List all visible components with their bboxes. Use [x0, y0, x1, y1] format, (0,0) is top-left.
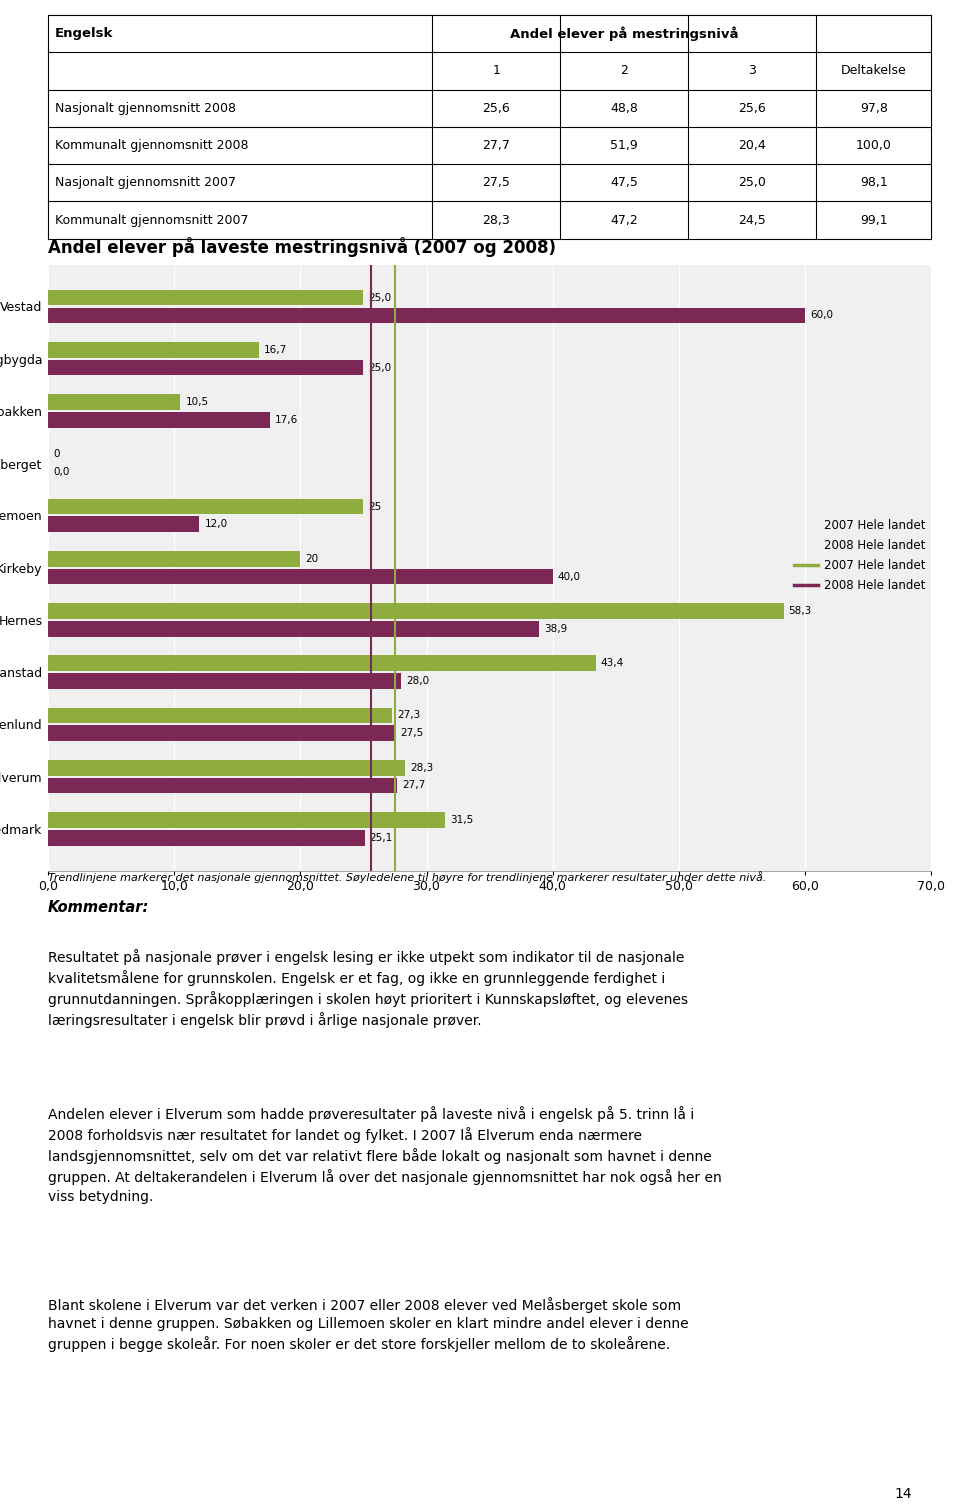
Text: 98,1: 98,1 [860, 177, 888, 189]
Text: 25,6: 25,6 [482, 101, 510, 115]
Text: 51,9: 51,9 [611, 139, 638, 152]
Bar [48, 290, 364, 305]
Text: 20,4: 20,4 [738, 139, 766, 152]
Text: Nasjonalt gjennomsnitt 2008: Nasjonalt gjennomsnitt 2008 [55, 101, 236, 115]
Text: 48,8: 48,8 [611, 101, 638, 115]
Bar [48, 761, 405, 776]
Text: 97,8: 97,8 [860, 101, 888, 115]
Bar [48, 308, 805, 323]
Text: 20: 20 [305, 554, 319, 564]
Text: 40,0: 40,0 [558, 572, 581, 581]
Text: 0,0: 0,0 [53, 468, 69, 477]
Text: 27,7: 27,7 [402, 780, 426, 791]
Legend: 2007 Hele landet, 2008 Hele landet, 2007 Hele landet, 2008 Hele landet: 2007 Hele landet, 2008 Hele landet, 2007… [794, 519, 925, 592]
Text: Andelen elever i Elverum som hadde prøveresultater på laveste nivå i engelsk på : Andelen elever i Elverum som hadde prøve… [48, 1106, 722, 1204]
Text: 25: 25 [369, 501, 382, 512]
Text: 47,5: 47,5 [611, 177, 638, 189]
Text: 25,0: 25,0 [369, 362, 392, 373]
Text: 28,3: 28,3 [410, 762, 433, 773]
Bar [48, 830, 365, 845]
Text: 14: 14 [895, 1488, 912, 1501]
Text: 10,5: 10,5 [185, 397, 208, 407]
Bar [48, 569, 553, 584]
Text: 2: 2 [620, 65, 628, 77]
Text: 16,7: 16,7 [264, 346, 287, 355]
Text: Andel elever på laveste mestringsnivå (2007 og 2008): Andel elever på laveste mestringsnivå (2… [48, 237, 556, 257]
Text: 25,1: 25,1 [370, 833, 393, 842]
Text: 28,0: 28,0 [406, 676, 429, 687]
Bar [48, 412, 270, 427]
Text: 27,7: 27,7 [482, 139, 510, 152]
Text: 25,0: 25,0 [738, 177, 766, 189]
Text: 47,2: 47,2 [611, 214, 638, 226]
Text: 17,6: 17,6 [276, 415, 299, 426]
Bar [48, 604, 783, 619]
Text: 1: 1 [492, 65, 500, 77]
Text: 31,5: 31,5 [450, 815, 473, 825]
Text: 27,5: 27,5 [482, 177, 510, 189]
Bar [48, 343, 258, 358]
Bar [48, 551, 300, 566]
Text: Trendlinjene markerer det nasjonale gjennomsnittet. Søyledelene til høyre for tr: Trendlinjene markerer det nasjonale gjen… [48, 871, 766, 883]
Bar [48, 620, 539, 637]
Text: 100,0: 100,0 [856, 139, 892, 152]
Text: 27,3: 27,3 [397, 711, 420, 720]
Text: Kommentar:: Kommentar: [48, 899, 150, 914]
Text: Nasjonalt gjennomsnitt 2007: Nasjonalt gjennomsnitt 2007 [55, 177, 236, 189]
Bar [48, 812, 445, 828]
Text: Kommunalt gjennomsnitt 2008: Kommunalt gjennomsnitt 2008 [55, 139, 249, 152]
Bar [48, 673, 401, 688]
Bar [48, 655, 595, 672]
Text: Andel elever på mestringsnivå: Andel elever på mestringsnivå [510, 27, 738, 41]
Text: 43,4: 43,4 [601, 658, 624, 668]
Text: 27,5: 27,5 [400, 729, 423, 738]
Text: Kommunalt gjennomsnitt 2007: Kommunalt gjennomsnitt 2007 [55, 214, 249, 226]
Bar [48, 516, 200, 533]
Bar [48, 498, 364, 515]
Text: Blant skolene i Elverum var det verken i 2007 eller 2008 elever ved Melåsberget : Blant skolene i Elverum var det verken i… [48, 1296, 688, 1352]
Text: 99,1: 99,1 [860, 214, 888, 226]
Text: 24,5: 24,5 [738, 214, 766, 226]
Bar [48, 394, 180, 410]
Text: Deltakelse: Deltakelse [841, 65, 906, 77]
Text: 28,3: 28,3 [482, 214, 510, 226]
Text: 25,6: 25,6 [738, 101, 766, 115]
Bar [48, 777, 397, 794]
Bar [48, 359, 364, 376]
Bar [48, 708, 393, 723]
Bar [48, 726, 395, 741]
Text: 25,0: 25,0 [369, 293, 392, 303]
Text: Engelsk: Engelsk [55, 27, 113, 41]
Text: 58,3: 58,3 [788, 607, 812, 616]
Text: 3: 3 [749, 65, 756, 77]
Text: 0: 0 [53, 450, 60, 459]
Text: 38,9: 38,9 [544, 623, 567, 634]
Text: 60,0: 60,0 [810, 311, 833, 320]
Text: Resultatet på nasjonale prøver i engelsk lesing er ikke utpekt som indikator til: Resultatet på nasjonale prøver i engelsk… [48, 949, 688, 1028]
Text: 12,0: 12,0 [204, 519, 228, 530]
